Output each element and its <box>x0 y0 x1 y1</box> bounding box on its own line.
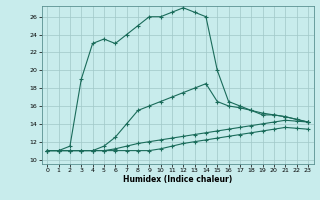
X-axis label: Humidex (Indice chaleur): Humidex (Indice chaleur) <box>123 175 232 184</box>
